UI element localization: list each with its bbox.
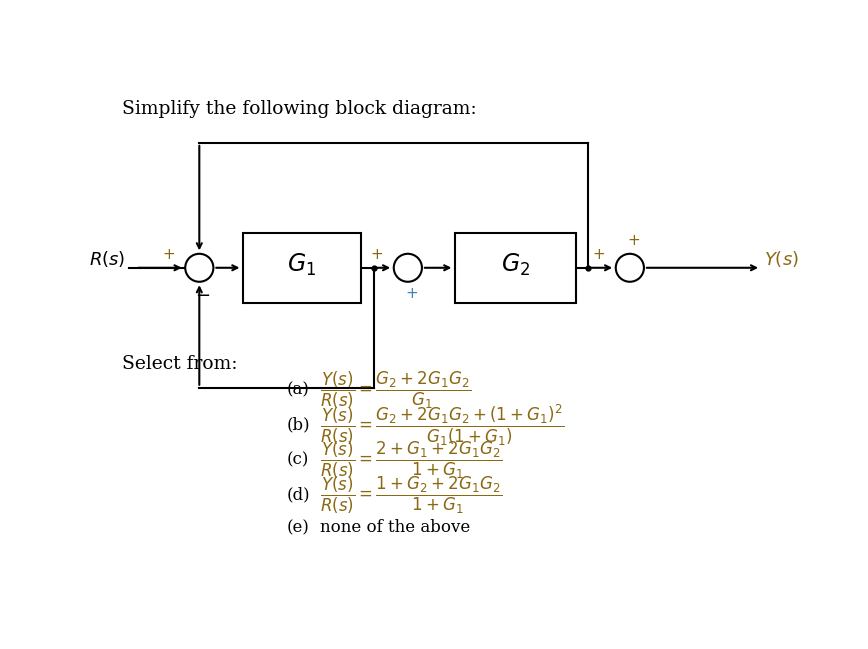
Text: $Y(s)$: $Y(s)$: [765, 249, 799, 269]
Text: $\dfrac{Y(s)}{R(s)} = \dfrac{2+G_1+2G_1G_2}{1+G_1}$: $\dfrac{Y(s)}{R(s)} = \dfrac{2+G_1+2G_1G…: [320, 439, 503, 481]
Text: $G_2$: $G_2$: [501, 252, 530, 278]
Text: $\dfrac{Y(s)}{R(s)} = \dfrac{G_2+2G_1G_2}{G_1}$: $\dfrac{Y(s)}{R(s)} = \dfrac{G_2+2G_1G_2…: [320, 370, 471, 411]
Text: $G_1$: $G_1$: [287, 252, 317, 278]
Text: $+$: $+$: [404, 288, 418, 301]
Text: (b): (b): [286, 417, 311, 434]
Text: $+$: $+$: [161, 249, 175, 262]
Text: Select from:: Select from:: [122, 355, 238, 373]
Text: (c): (c): [286, 452, 309, 469]
Text: $+$: $+$: [371, 249, 384, 262]
Text: $+$: $+$: [592, 249, 606, 262]
Text: Simplify the following block diagram:: Simplify the following block diagram:: [122, 101, 477, 118]
Text: $+$: $+$: [627, 234, 640, 249]
Text: (d): (d): [286, 487, 311, 504]
Bar: [243, 233, 361, 302]
Text: $R(s)$: $R(s)$: [89, 249, 125, 269]
Text: $-$: $-$: [195, 286, 210, 303]
Text: $\dfrac{Y(s)}{R(s)} = \dfrac{1+G_2+2G_1G_2}{1+G_1}$: $\dfrac{Y(s)}{R(s)} = \dfrac{1+G_2+2G_1G…: [320, 474, 503, 516]
Text: (a): (a): [286, 382, 310, 398]
Bar: [455, 233, 576, 302]
Text: $\dfrac{Y(s)}{R(s)} = \dfrac{G_2+2G_1G_2+(1+G_1)^2}{G_1(1+G_1)}$: $\dfrac{Y(s)}{R(s)} = \dfrac{G_2+2G_1G_2…: [320, 402, 565, 448]
Text: (e): (e): [286, 519, 310, 536]
Text: none of the above: none of the above: [320, 519, 470, 536]
